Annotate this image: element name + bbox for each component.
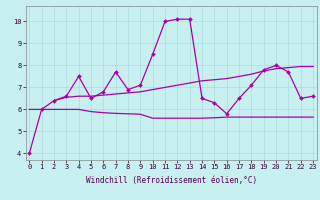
X-axis label: Windchill (Refroidissement éolien,°C): Windchill (Refroidissement éolien,°C): [86, 176, 257, 185]
